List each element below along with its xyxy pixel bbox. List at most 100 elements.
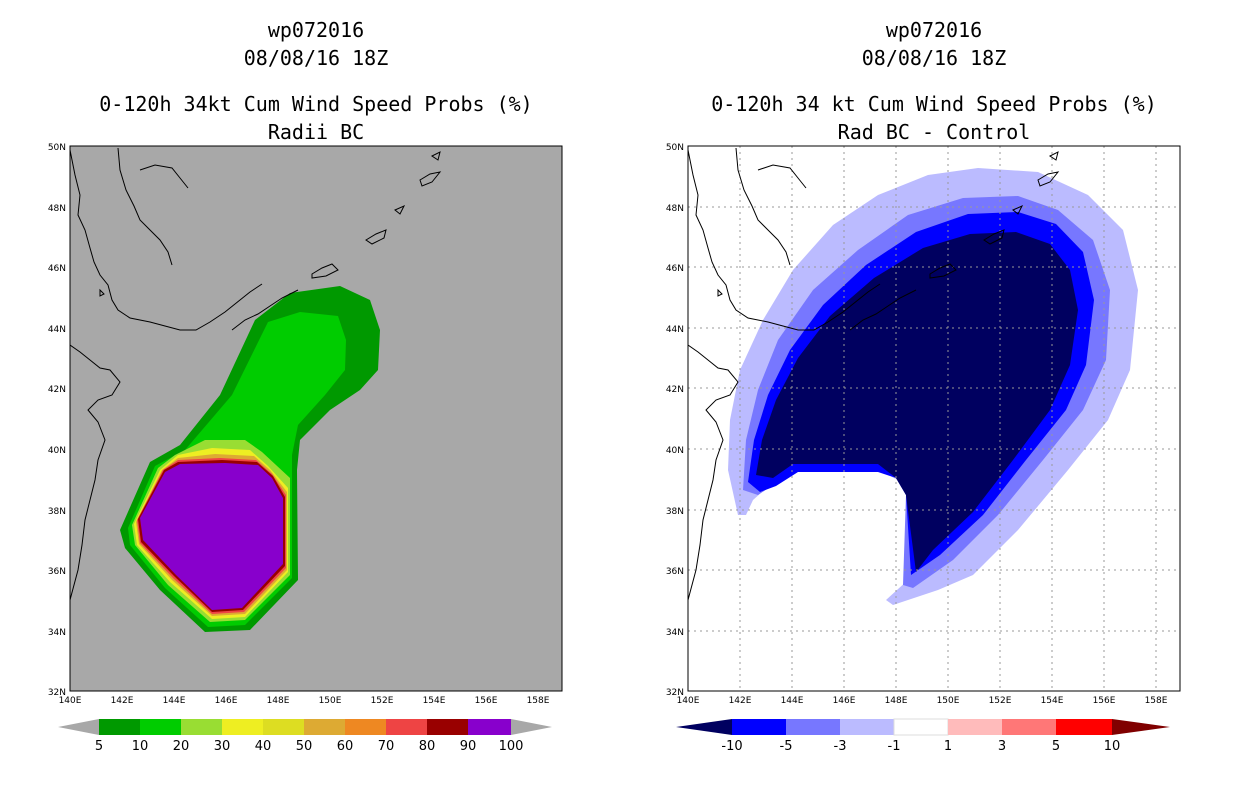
left-map: 50N 48N 46N 44N 42N 40N 38N 36N 34N 32N …	[48, 143, 563, 754]
left-lon-label: 156E	[475, 696, 498, 706]
right-lon-label: 150E	[937, 696, 960, 706]
left-colorbar-swatch	[468, 719, 511, 735]
right-colorbar-swatch	[1002, 719, 1056, 735]
right-coastlines	[688, 147, 1060, 601]
right-colorbar-swatch	[948, 719, 1002, 735]
right-lat-label: 40N	[666, 446, 684, 456]
right-gridlines	[688, 146, 1180, 691]
right-lon-label: 148E	[885, 696, 908, 706]
right-lat-label: 44N	[666, 325, 684, 335]
right-colorbar-label: -5	[780, 739, 793, 754]
left-lon-label: 152E	[371, 696, 394, 706]
left-colorbar-label: 10	[132, 739, 149, 754]
right-lon-label: 152E	[989, 696, 1012, 706]
left-colorbar-swatch	[345, 719, 386, 735]
right-lat-label: 32N	[666, 688, 684, 698]
left-colorbar-label: 20	[173, 739, 190, 754]
left-colorbar: 5 10 20 30 40 50 60 70 80 90 100	[58, 719, 552, 754]
left-colorbar-swatch	[386, 719, 427, 735]
right-colorbar-arrow-low	[676, 719, 732, 735]
right-colorbar: -10 -5 -3 -1 1 3 5 10	[676, 718, 1170, 754]
right-colorbar-label: 1	[944, 739, 952, 754]
left-colorbar-swatch	[263, 719, 304, 735]
right-colorbar-swatch	[732, 719, 786, 735]
right-lat-label: 50N	[666, 143, 684, 153]
right-storm-id: wp072016	[885, 18, 983, 42]
right-colorbar-label: 5	[1052, 739, 1060, 754]
right-lat-label: 46N	[666, 264, 684, 274]
right-lon-label: 156E	[1093, 696, 1116, 706]
right-map: 50N 48N 46N 44N 42N 40N 38N 36N 34N 32N …	[666, 143, 1181, 754]
left-colorbar-swatch	[222, 719, 263, 735]
left-colorbar-label: 60	[337, 739, 354, 754]
right-lon-label: 142E	[729, 696, 752, 706]
right-colorbar-swatch	[893, 718, 949, 736]
left-lon-label: 140E	[59, 696, 82, 706]
left-colorbar-swatch	[181, 719, 222, 735]
right-plot-title: 0-120h 34 kt Cum Wind Speed Probs (%)	[711, 92, 1157, 116]
right-datetime: 08/08/16 18Z	[861, 46, 1007, 70]
left-colorbar-swatch	[140, 719, 181, 735]
left-plot-title: 0-120h 34kt Cum Wind Speed Probs (%)	[99, 92, 533, 116]
right-colorbar-swatch	[1056, 719, 1112, 735]
left-colorbar-arrow-low	[58, 719, 99, 735]
right-lon-label: 158E	[1145, 696, 1168, 706]
left-lon-label: 154E	[423, 696, 446, 706]
right-lat-label: 34N	[666, 628, 684, 638]
right-diff-minus10	[756, 232, 1078, 572]
left-colorbar-label: 40	[255, 739, 272, 754]
left-storm-id: wp072016	[267, 18, 365, 42]
right-colorbar-label: 3	[998, 739, 1006, 754]
left-colorbar-arrow-high	[511, 719, 552, 735]
left-lat-label: 36N	[48, 567, 66, 577]
left-lon-axis: 140E 142E 144E 146E 148E 150E 152E 154E …	[59, 696, 550, 706]
left-colorbar-label: 80	[419, 739, 436, 754]
left-colorbar-label: 5	[95, 739, 103, 754]
left-lon-label: 144E	[163, 696, 186, 706]
left-plot-subtitle: Radii BC	[267, 120, 365, 144]
right-lat-label: 48N	[666, 204, 684, 214]
left-lat-label: 50N	[48, 143, 66, 153]
right-colorbar-swatch	[840, 719, 894, 735]
right-lon-label: 140E	[677, 696, 700, 706]
left-lat-label: 48N	[48, 204, 66, 214]
left-colorbar-label: 30	[214, 739, 231, 754]
right-lat-axis: 50N 48N 46N 44N 42N 40N 38N 36N 34N 32N	[666, 143, 684, 698]
left-lon-label: 158E	[527, 696, 550, 706]
right-lat-label: 38N	[666, 507, 684, 517]
left-datetime: 08/08/16 18Z	[243, 46, 389, 70]
right-colorbar-swatch	[786, 719, 840, 735]
right-plot-subtitle: Rad BC - Control	[837, 120, 1031, 144]
right-colorbar-label: -3	[834, 739, 847, 754]
left-lat-label: 46N	[48, 264, 66, 274]
right-lat-label: 36N	[666, 567, 684, 577]
left-lat-label: 32N	[48, 688, 66, 698]
right-colorbar-label: -1	[888, 739, 901, 754]
left-colorbar-swatch	[304, 719, 345, 735]
right-colorbar-arrow-high	[1112, 719, 1170, 735]
left-lon-label: 146E	[215, 696, 238, 706]
right-lon-axis: 140E 142E 144E 146E 148E 150E 152E 154E …	[677, 696, 1168, 706]
left-colorbar-label: 90	[460, 739, 477, 754]
left-colorbar-label: 50	[296, 739, 313, 754]
left-lat-label: 34N	[48, 628, 66, 638]
left-lat-axis: 50N 48N 46N 44N 42N 40N 38N 36N 34N 32N	[48, 143, 66, 698]
left-lat-label: 38N	[48, 507, 66, 517]
left-lon-label: 148E	[267, 696, 290, 706]
left-coastlines	[70, 147, 442, 601]
left-colorbar-swatch	[427, 719, 468, 735]
right-lat-label: 42N	[666, 385, 684, 395]
left-lat-label: 44N	[48, 325, 66, 335]
left-lon-label: 150E	[319, 696, 342, 706]
right-lon-label: 146E	[833, 696, 856, 706]
left-colorbar-swatch	[99, 719, 140, 735]
right-lon-label: 144E	[781, 696, 804, 706]
left-lat-label: 40N	[48, 446, 66, 456]
left-colorbar-label: 70	[378, 739, 395, 754]
right-lon-label: 154E	[1041, 696, 1064, 706]
right-colorbar-label: -10	[721, 739, 742, 754]
left-lon-label: 142E	[111, 696, 134, 706]
left-prob-100	[140, 463, 283, 610]
left-lat-label: 42N	[48, 385, 66, 395]
right-colorbar-label: 10	[1104, 739, 1121, 754]
